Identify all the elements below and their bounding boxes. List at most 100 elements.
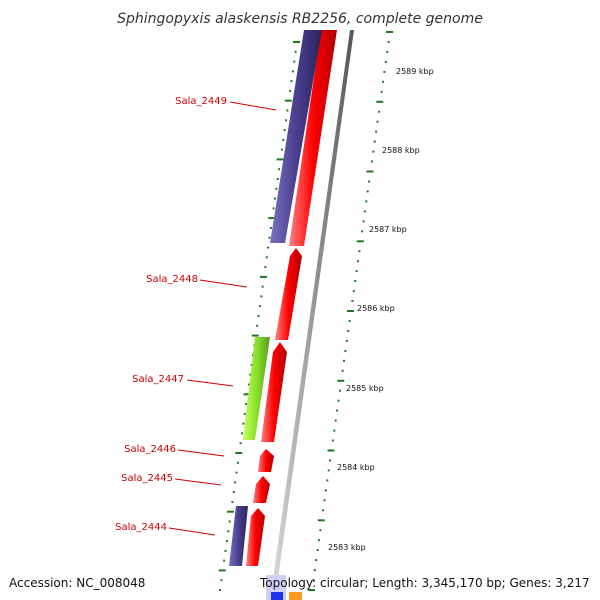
scale-dot: [375, 130, 378, 133]
gene-block-sala-2444[interactable]: [229, 506, 248, 566]
gene-sala-2444[interactable]: [246, 508, 265, 566]
scale-dot: [283, 129, 286, 132]
scale-major-tick: [308, 589, 315, 591]
accession-text: Accession: NC_008048: [9, 576, 145, 590]
scale-major-tick: [386, 31, 393, 33]
leader-line: [174, 478, 222, 486]
scale-dot: [267, 246, 270, 249]
gene-label-sala-2449[interactable]: Sala_2449: [175, 96, 227, 107]
gene-label-sala-2446[interactable]: Sala_2446: [124, 444, 176, 455]
scale-dot: [380, 90, 383, 93]
scale-dot: [387, 41, 390, 43]
scale-dot: [269, 226, 272, 229]
genome-backbone: [270, 30, 354, 600]
scale-dot: [232, 491, 235, 494]
scale-dot: [383, 70, 386, 73]
gene-block-sala-2447[interactable]: [243, 337, 270, 440]
scale-dot: [358, 250, 361, 253]
scale-dot: [260, 295, 263, 298]
gene-sala-2445[interactable]: [253, 476, 270, 503]
scale-dot: [319, 529, 322, 532]
scale-dot: [278, 168, 281, 171]
gene-label-sala-2448[interactable]: Sala_2448: [146, 274, 198, 285]
bottom-track-blue: [271, 592, 283, 600]
gene-label-sala-2447[interactable]: Sala_2447: [132, 374, 184, 385]
scale-dot: [291, 70, 294, 73]
scale-dot: [239, 442, 242, 445]
scale-dot: [337, 399, 340, 402]
scale-dot: [344, 349, 347, 352]
leader-line: [186, 379, 234, 387]
scale-dot: [293, 60, 296, 63]
scale-dot: [333, 429, 336, 432]
scale-major-tick: [356, 240, 364, 243]
reverse-genes: [229, 30, 322, 566]
scale-dot: [316, 549, 319, 552]
scale-dot: [351, 300, 354, 302]
scale-dot: [327, 469, 330, 472]
scale-dot: [366, 190, 369, 193]
gene-label-sala-2444[interactable]: Sala_2444: [115, 522, 167, 533]
scale-dot: [357, 260, 359, 263]
scale-dot: [241, 432, 243, 435]
scale-dot: [265, 256, 268, 259]
scale-dot: [334, 419, 337, 422]
scale-dot: [236, 461, 239, 464]
scale-dot: [275, 187, 278, 190]
leader-line: [177, 449, 225, 457]
kbp-tick-label: 2587 kbp: [369, 225, 407, 234]
scale-major-tick: [251, 334, 259, 337]
scale-dot: [322, 509, 325, 512]
scale-major-tick: [235, 452, 243, 454]
gene-sala-2447[interactable]: [261, 342, 287, 442]
scale-ring-outer: [308, 31, 393, 591]
scale-dot: [386, 50, 389, 53]
scale-dot: [312, 579, 315, 581]
scale-dot: [352, 290, 355, 293]
scale-major-tick: [376, 100, 384, 103]
kbp-tick-label: 2588 kbp: [382, 146, 420, 155]
scale-dot: [225, 540, 228, 543]
scale-dot: [272, 207, 275, 210]
scale-dot: [242, 422, 245, 425]
map-title: Sphingopyxis alaskensis RB2256, complete…: [117, 11, 483, 27]
scale-dot: [324, 489, 327, 492]
gene-sala-2446[interactable]: [258, 449, 274, 472]
kbp-tick-label: 2586 kbp: [357, 304, 395, 313]
scale-dot: [362, 220, 365, 223]
scale-dot: [234, 481, 237, 484]
scale-dot: [384, 60, 387, 63]
scale-dot: [382, 80, 384, 83]
kbp-tick-label: 2584 kbp: [337, 463, 375, 472]
scale-major-tick: [327, 449, 335, 452]
forward-genes: [246, 30, 337, 566]
scale-dot: [373, 140, 376, 143]
scale-dot: [231, 500, 234, 503]
scale-dot: [249, 373, 252, 376]
gene-sala-2449[interactable]: [289, 30, 337, 246]
scale-dot: [258, 305, 261, 308]
scale-major-tick: [243, 393, 251, 396]
scale-dot: [341, 369, 344, 372]
scale-dot: [264, 266, 267, 269]
scale-dot: [257, 315, 260, 317]
scale-dot: [323, 499, 326, 502]
leader-line: [229, 101, 277, 111]
scale-dot: [336, 409, 339, 412]
scale-dot: [220, 579, 223, 582]
scale-dot: [268, 236, 271, 239]
scale-dot: [286, 109, 289, 112]
scale-dot: [282, 138, 285, 141]
scale-dot: [228, 520, 231, 523]
scale-dot: [250, 363, 253, 366]
kbp-tick-label: 2583 kbp: [328, 543, 366, 552]
scale-dot: [318, 539, 320, 542]
gene-label-sala-2445[interactable]: Sala_2445: [121, 473, 173, 484]
topology-text: Topology: circular; Length: 3,345,170 bp…: [259, 576, 590, 590]
gene-block-sala-2449[interactable]: [270, 30, 322, 243]
bottom-track-orange: [289, 592, 302, 600]
gene-sala-2448[interactable]: [275, 248, 302, 340]
scale-dot: [294, 50, 297, 53]
scale-dot: [315, 559, 318, 562]
scale-major-tick: [317, 519, 325, 522]
